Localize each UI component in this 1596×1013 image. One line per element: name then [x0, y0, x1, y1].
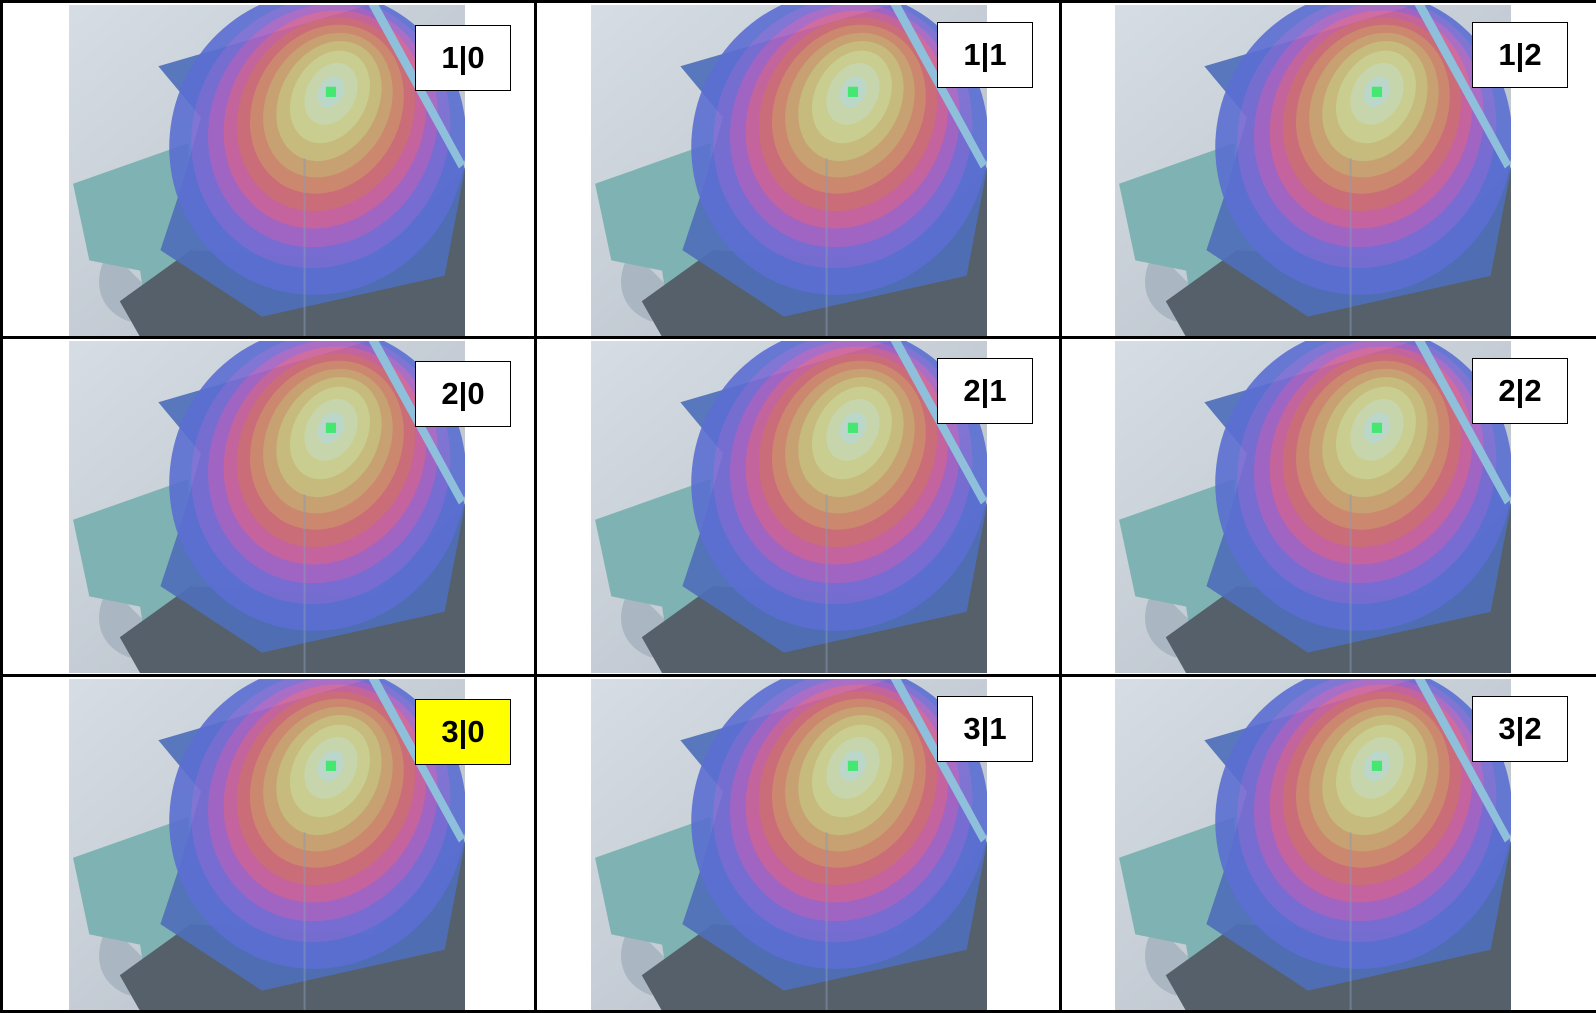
simulation-render: [69, 341, 465, 673]
simulation-render: [591, 341, 987, 673]
simulation-render: [69, 679, 465, 1011]
cell-label: 2|2: [1472, 358, 1568, 424]
grid-cell: 2|1: [534, 336, 1062, 677]
cell-label: 1|2: [1472, 22, 1568, 88]
grid-cell: 3|2: [1059, 674, 1596, 1013]
cell-label: 2|1: [937, 358, 1033, 424]
simulation-render: [69, 5, 465, 337]
simulation-render: [591, 5, 987, 337]
cell-label: 1|0: [415, 25, 511, 91]
cell-label: 1|1: [937, 22, 1033, 88]
cell-label: 3|1: [937, 696, 1033, 762]
grid-cell: 1|2: [1059, 0, 1596, 339]
simulation-render: [1115, 5, 1511, 337]
cell-label: 3|0: [415, 699, 511, 765]
grid-cell: 2|2: [1059, 336, 1596, 677]
grid-cell: 1|1: [534, 0, 1062, 339]
grid-cell: 1|0: [0, 0, 537, 339]
cell-label: 2|0: [415, 361, 511, 427]
grid-cell: 3|0: [0, 674, 537, 1013]
simulation-render: [1115, 679, 1511, 1011]
simulation-render: [591, 679, 987, 1011]
grid-cell: 2|0: [0, 336, 537, 677]
grid-cell: 3|1: [534, 674, 1062, 1013]
cell-label: 3|2: [1472, 696, 1568, 762]
simulation-render: [1115, 341, 1511, 673]
